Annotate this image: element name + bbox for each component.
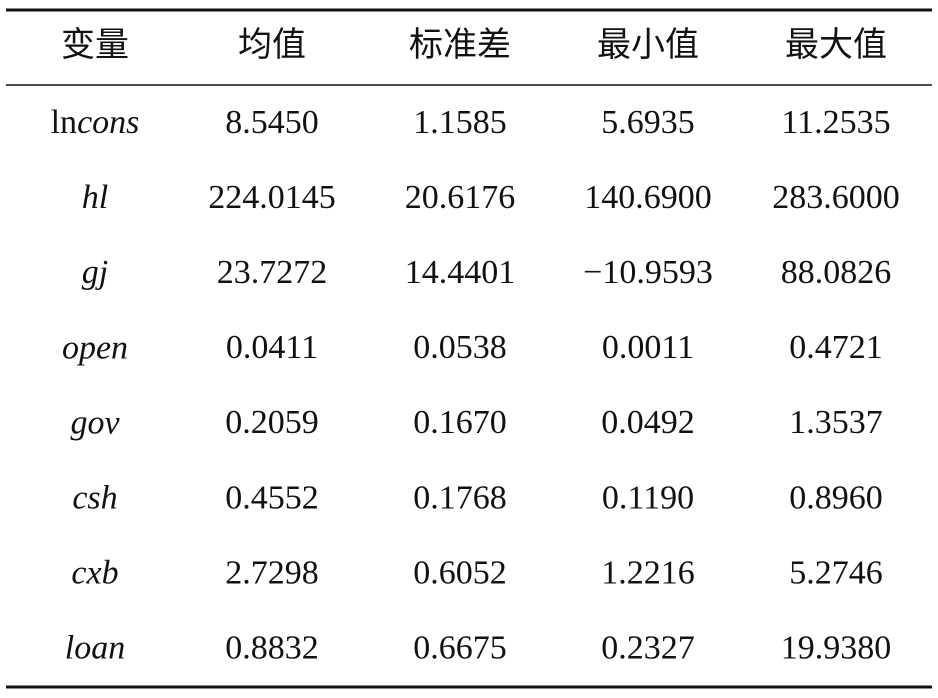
value-cell: 0.0411 bbox=[226, 329, 318, 366]
variable-name: csh bbox=[72, 479, 117, 516]
value-cell: 5.2746 bbox=[789, 554, 883, 591]
value-cell: 0.1768 bbox=[413, 479, 507, 516]
value-cell: 20.6176 bbox=[405, 179, 516, 216]
header-cell: 最小值 bbox=[597, 26, 699, 64]
header-cell: 均值 bbox=[238, 26, 306, 64]
variable-name: lncons bbox=[51, 104, 140, 141]
variable-name: open bbox=[62, 329, 128, 366]
variable-italic: hl bbox=[82, 179, 108, 216]
value-cell: 11.2535 bbox=[781, 104, 890, 141]
value-cell: 0.0538 bbox=[413, 329, 507, 366]
variable-italic: loan bbox=[65, 629, 125, 666]
value-cell: 224.0145 bbox=[208, 179, 336, 216]
value-cell: 0.8832 bbox=[225, 629, 319, 666]
header-cell: 最大值 bbox=[785, 26, 887, 64]
value-cell: 23.7272 bbox=[217, 254, 328, 291]
value-cell: 0.6052 bbox=[413, 554, 507, 591]
header-cell: 变量 bbox=[61, 26, 129, 64]
value-cell: 140.6900 bbox=[584, 179, 712, 216]
variable-name: loan bbox=[65, 629, 125, 666]
value-cell: 19.9380 bbox=[781, 629, 892, 666]
variable-name: gov bbox=[70, 404, 120, 441]
variable-italic: csh bbox=[72, 479, 117, 516]
value-cell: 8.5450 bbox=[225, 104, 319, 141]
value-cell: −10.9593 bbox=[583, 254, 713, 291]
value-cell: 1.3537 bbox=[789, 404, 883, 441]
variable-italic: open bbox=[62, 329, 128, 366]
value-cell: 1.2216 bbox=[601, 554, 695, 591]
value-cell: 0.1190 bbox=[602, 479, 694, 516]
value-cell: 14.4401 bbox=[405, 254, 516, 291]
variable-italic: cons bbox=[77, 104, 139, 141]
value-cell: 0.2059 bbox=[225, 404, 319, 441]
value-cell: 0.2327 bbox=[601, 629, 695, 666]
value-cell: 2.7298 bbox=[225, 554, 319, 591]
value-cell: 88.0826 bbox=[781, 254, 892, 291]
variable-name: gj bbox=[82, 254, 108, 291]
value-cell: 0.0011 bbox=[602, 329, 694, 366]
value-cell: 5.6935 bbox=[601, 104, 695, 141]
variable-name: hl bbox=[82, 179, 108, 216]
value-cell: 0.4552 bbox=[225, 479, 319, 516]
value-cell: 283.6000 bbox=[772, 179, 900, 216]
variable-name: cxb bbox=[71, 554, 118, 591]
value-cell: 0.0492 bbox=[601, 404, 695, 441]
variable-italic: gov bbox=[70, 404, 120, 441]
value-cell: 0.6675 bbox=[413, 629, 507, 666]
value-cell: 1.1585 bbox=[413, 104, 507, 141]
value-cell: 0.4721 bbox=[789, 329, 883, 366]
variable-italic: gj bbox=[82, 254, 108, 291]
value-cell: 0.8960 bbox=[789, 479, 883, 516]
value-cell: 0.1670 bbox=[413, 404, 507, 441]
variable-italic: cxb bbox=[71, 554, 118, 591]
variable-upright: ln bbox=[51, 104, 77, 141]
header-cell: 标准差 bbox=[409, 26, 511, 64]
